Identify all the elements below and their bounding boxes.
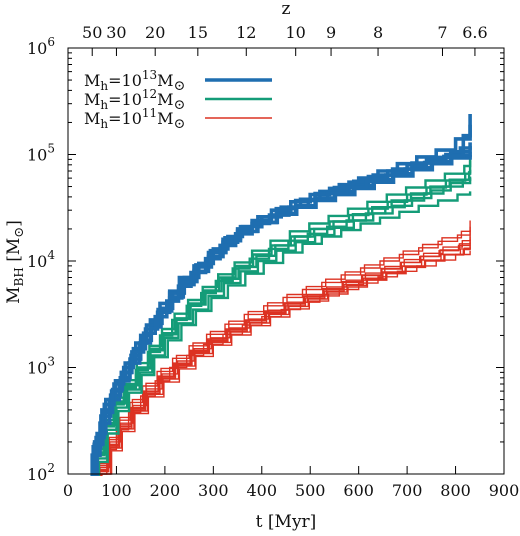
series-12-run-5: [97, 191, 472, 476]
z-tick-label: 50: [82, 23, 102, 42]
y-axis-title-sun: ⊙: [12, 227, 27, 238]
legend-item-12: Mh=1012M⊙: [84, 87, 272, 113]
y-axis-title-unit: [M: [4, 238, 24, 267]
z-tick-label: 9: [326, 23, 336, 42]
series-11-run-4: [99, 236, 471, 476]
legend-item-13: Mh=1013M⊙: [84, 68, 272, 94]
x-tick-label: 400: [247, 481, 278, 500]
x-tick-label: 100: [101, 481, 132, 500]
x-tick-label: 600: [343, 481, 374, 500]
y-tick-label: 106: [27, 35, 55, 58]
z-tick-label: 6.6: [462, 23, 487, 42]
x-axis-title: t [Myr]: [256, 512, 317, 532]
y-axis-title-sub: BH: [12, 267, 26, 286]
svg-text:MBH [M⊙]: MBH [M⊙]: [4, 220, 27, 304]
x-tick-label: 0: [63, 481, 73, 500]
legend: Mh=1013M⊙Mh=1012M⊙Mh=1011M⊙: [84, 68, 272, 132]
series-11-run-5: [100, 247, 471, 476]
z-tick-label: 20: [145, 23, 165, 42]
x-tick-label: 300: [198, 481, 229, 500]
y-tick-label: 104: [27, 248, 55, 271]
series-12: [93, 156, 472, 476]
y-tick-label: 102: [27, 461, 55, 484]
y-axis-title-close: ]: [4, 220, 24, 227]
z-tick-label: 7: [437, 23, 447, 42]
series-13-run-6: [92, 124, 472, 476]
series-12-run-3: [96, 178, 472, 476]
z-tick-label: 12: [236, 23, 256, 42]
y-axis-title: MBH [M⊙]: [4, 220, 27, 304]
legend-label: Mh=1012M⊙: [84, 87, 185, 113]
y-tick-label: 103: [27, 355, 55, 378]
top-axis-title: z: [282, 0, 291, 19]
legend-label: Mh=1011M⊙: [84, 106, 185, 132]
series-11-run-7: [97, 239, 471, 476]
series-12-run-6: [95, 156, 472, 476]
series-11-run-9: [101, 220, 471, 476]
z-tick-label: 15: [188, 23, 208, 42]
x-tick-label: 700: [392, 481, 423, 500]
y-axis-title-symbol: M: [4, 286, 24, 303]
series-11-run-8: [98, 226, 471, 476]
x-tick-label: 800: [440, 481, 471, 500]
legend-label: Mh=1013M⊙: [84, 68, 185, 94]
x-tick-label: 200: [150, 481, 181, 500]
y-tick-label: 105: [27, 142, 55, 165]
x-tick-label: 500: [295, 481, 326, 500]
z-tick-label: 10: [286, 23, 306, 42]
series-11-run-6: [96, 230, 471, 476]
x-tick-label: 900: [489, 481, 520, 500]
legend-item-11: Mh=1011M⊙: [84, 106, 272, 132]
series-11: [96, 220, 471, 476]
series-13: [90, 114, 472, 476]
series-layer: [90, 114, 472, 476]
tick-layer: 0 100 200 300 400 500 600 700 800 900102103104105…: [27, 23, 519, 500]
z-tick-label: 8: [373, 23, 383, 42]
z-tick-label: 30: [106, 23, 126, 42]
